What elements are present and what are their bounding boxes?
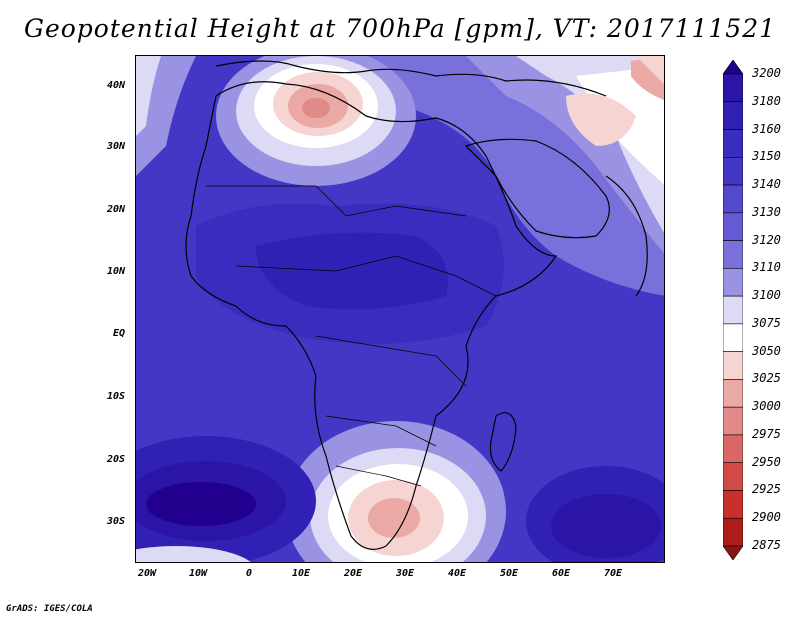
sa-ring-5	[368, 498, 420, 538]
ne-corner	[636, 56, 664, 84]
country-borders-sahel	[235, 255, 497, 297]
lon-label-10w: 10W	[188, 568, 208, 579]
lat-label-10s: 10S	[106, 391, 125, 402]
colorbar-segment	[723, 406, 743, 436]
lon-label-20e: 20E	[343, 568, 363, 579]
colorbar-segment	[723, 129, 743, 158]
colorbar-bottom-arrow	[723, 545, 743, 560]
grads-credit: GrADS: IGES/COLA	[6, 604, 93, 614]
lat-label-20n: 20N	[106, 204, 125, 215]
colorbar-segment	[723, 212, 743, 241]
country-borders-south	[325, 415, 437, 447]
colorbar-segment	[723, 462, 743, 491]
lat-label-40n: 40N	[106, 80, 125, 91]
colorbar-segment	[723, 351, 743, 380]
colorbar-label: 3025	[752, 371, 781, 386]
sw-corner-pink	[156, 561, 196, 562]
sw-corner-light	[136, 546, 251, 562]
colorbar-label: 2875	[752, 538, 781, 552]
lat-label-10n: 10N	[106, 266, 125, 277]
arabia-coastline	[464, 138, 610, 239]
chart-title: Geopotential Height at 700hPa [gpm], VT:…	[23, 14, 777, 43]
lon-label-70e: 70E	[603, 568, 623, 579]
colorbar	[723, 60, 743, 560]
lat-label-30n: 30N	[106, 141, 125, 152]
colorbar-label: 3160	[752, 121, 781, 136]
lon-label-0: 0	[245, 568, 253, 579]
lon-label-10e: 10E	[291, 568, 311, 579]
colorbar-segment	[723, 295, 743, 325]
colorbar-segment	[723, 490, 743, 519]
iberia-whitish	[136, 56, 161, 136]
colorbar-segment	[723, 323, 743, 352]
country-borders-north	[206, 185, 467, 217]
colorbar-segment	[723, 73, 743, 103]
africa-coastline	[185, 81, 558, 550]
country-borders-far-south	[335, 465, 422, 487]
colorbar-label: 2925	[752, 482, 781, 497]
colorbar-label: 2975	[752, 426, 781, 441]
colorbar-segment	[723, 156, 743, 186]
indo-ring-2	[551, 494, 661, 558]
madagascar-coastline	[489, 412, 517, 472]
lon-label-60e: 60E	[551, 568, 571, 579]
colorbar-label: 3130	[752, 204, 781, 219]
colorbar-label: 3180	[752, 93, 781, 108]
colorbar-segment	[723, 268, 743, 297]
map-panel[interactable]	[135, 55, 665, 563]
iran-pink	[566, 93, 636, 146]
lon-label-20w: 20W	[137, 568, 157, 579]
colorbar-segment	[723, 184, 743, 214]
colorbar-segment	[723, 240, 743, 269]
colorbar-segment	[723, 517, 743, 547]
colorbar-label: 3120	[752, 232, 781, 247]
colorbar-top-arrow	[723, 60, 743, 75]
lat-label-30s: 30S	[106, 516, 125, 527]
colorbar-label: 3000	[752, 399, 781, 414]
colorbar-label: 2900	[752, 510, 781, 525]
colorbar-segment	[723, 101, 743, 130]
med-ring-6	[302, 98, 330, 118]
colorbar-label: 3110	[752, 260, 781, 275]
colorbar-segment	[723, 434, 743, 464]
colorbar-label: 3050	[752, 343, 781, 358]
lon-label-50e: 50E	[499, 568, 519, 579]
lon-label-30e: 30E	[395, 568, 415, 579]
satl-core	[146, 482, 256, 526]
country-borders-central	[315, 335, 467, 387]
colorbar-label: 2950	[752, 454, 781, 469]
map-canvas	[136, 56, 664, 562]
sahara-core	[256, 232, 448, 310]
lat-label-eq: EQ	[112, 328, 125, 339]
europe-coastline	[215, 60, 607, 97]
colorbar-label: 3100	[752, 288, 781, 303]
india-coastline	[605, 175, 648, 297]
lat-label-20s: 20S	[106, 454, 125, 465]
lon-label-40e: 40E	[447, 568, 467, 579]
colorbar-label: 3150	[752, 149, 781, 164]
colorbar-label: 3200	[752, 66, 781, 80]
colorbar-segment	[723, 379, 743, 408]
colorbar-label: 3140	[752, 177, 781, 192]
colorbar-label: 3075	[752, 315, 781, 330]
